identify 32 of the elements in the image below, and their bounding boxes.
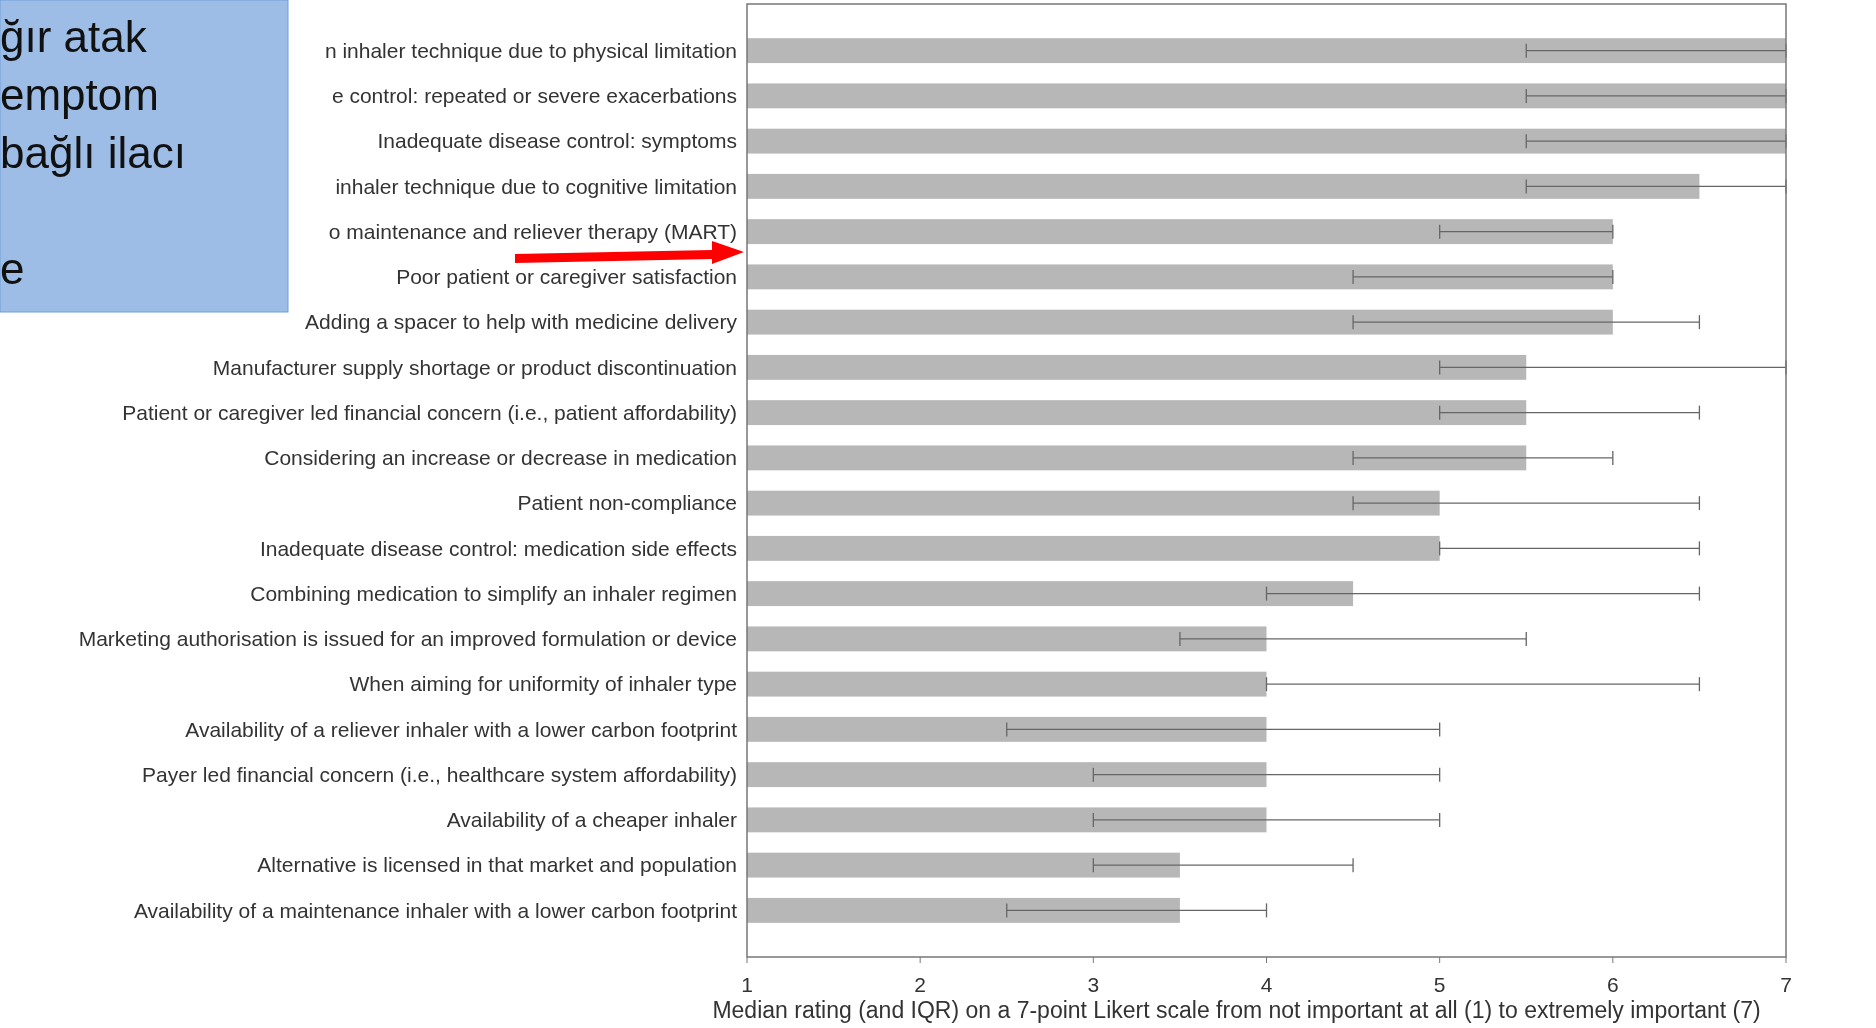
y-tick-label: Adding a spacer to help with medicine delivery — [305, 310, 738, 334]
y-tick-label: Alternative is licensed in that market and population — [257, 853, 737, 877]
y-tick-label: inhaler technique due to cognitive limitation — [335, 174, 737, 198]
y-tick-label: e control: repeated or severe exacerbations — [331, 84, 737, 108]
x-tick-label: 6 — [1606, 973, 1619, 996]
y-tick-label: Availability of a maintenance inhaler with a lower carbon footprint — [133, 898, 738, 922]
x-tick-label: 4 — [1260, 973, 1273, 996]
x-tick-label: 3 — [1087, 973, 1100, 996]
y-tick-label: Manufacturer supply shortage or product discontinuation — [212, 355, 737, 379]
y-tick-label: o maintenance and reliever therapy (MART) — [328, 219, 737, 243]
x-axis-title: Median rating (and IQR) on a 7-point Likert scale from not important at all (1) to extremely important (7) — [712, 997, 1761, 1023]
y-tick-label: Patient non-compliance — [517, 491, 737, 515]
x-tick-label: 2 — [914, 973, 927, 996]
text: bağlı ilacı — [0, 128, 186, 177]
y-tick-label: Availability of a reliever inhaler with a lower carbon footprint — [185, 717, 738, 741]
text: emptom — [0, 70, 159, 119]
x-tick-label: 5 — [1433, 973, 1446, 996]
y-tick-label: Marketing authorisation is issued for an improved formulation or device — [78, 627, 737, 651]
y-tick-label: Considering an increase or decrease in medication — [264, 446, 737, 470]
y-tick-label: Payer led financial concern (i.e., healthcare system affordability) — [142, 762, 737, 786]
y-tick-label: Inadequate disease control: medication side effects — [259, 536, 737, 560]
text: e — [0, 244, 25, 293]
y-tick-label: Inadequate disease control: symptoms — [377, 129, 737, 153]
y-tick-label: Availability of a cheaper inhaler — [446, 808, 737, 832]
text: ğır atak — [0, 12, 148, 61]
x-tick-label: 1 — [741, 973, 753, 996]
y-tick-label: Poor patient or caregiver satisfaction — [396, 265, 737, 289]
x-tick-label: 7 — [1780, 973, 1792, 996]
y-tick-label: n inhaler technique due to physical limitation — [324, 38, 737, 62]
y-tick-label: When aiming for uniformity of inhaler type — [349, 672, 737, 696]
y-tick-label: Patient or caregiver led financial concern (i.e., patient affordability) — [122, 400, 737, 424]
y-tick-label: Combining medication to simplify an inhaler regimen — [250, 581, 737, 605]
